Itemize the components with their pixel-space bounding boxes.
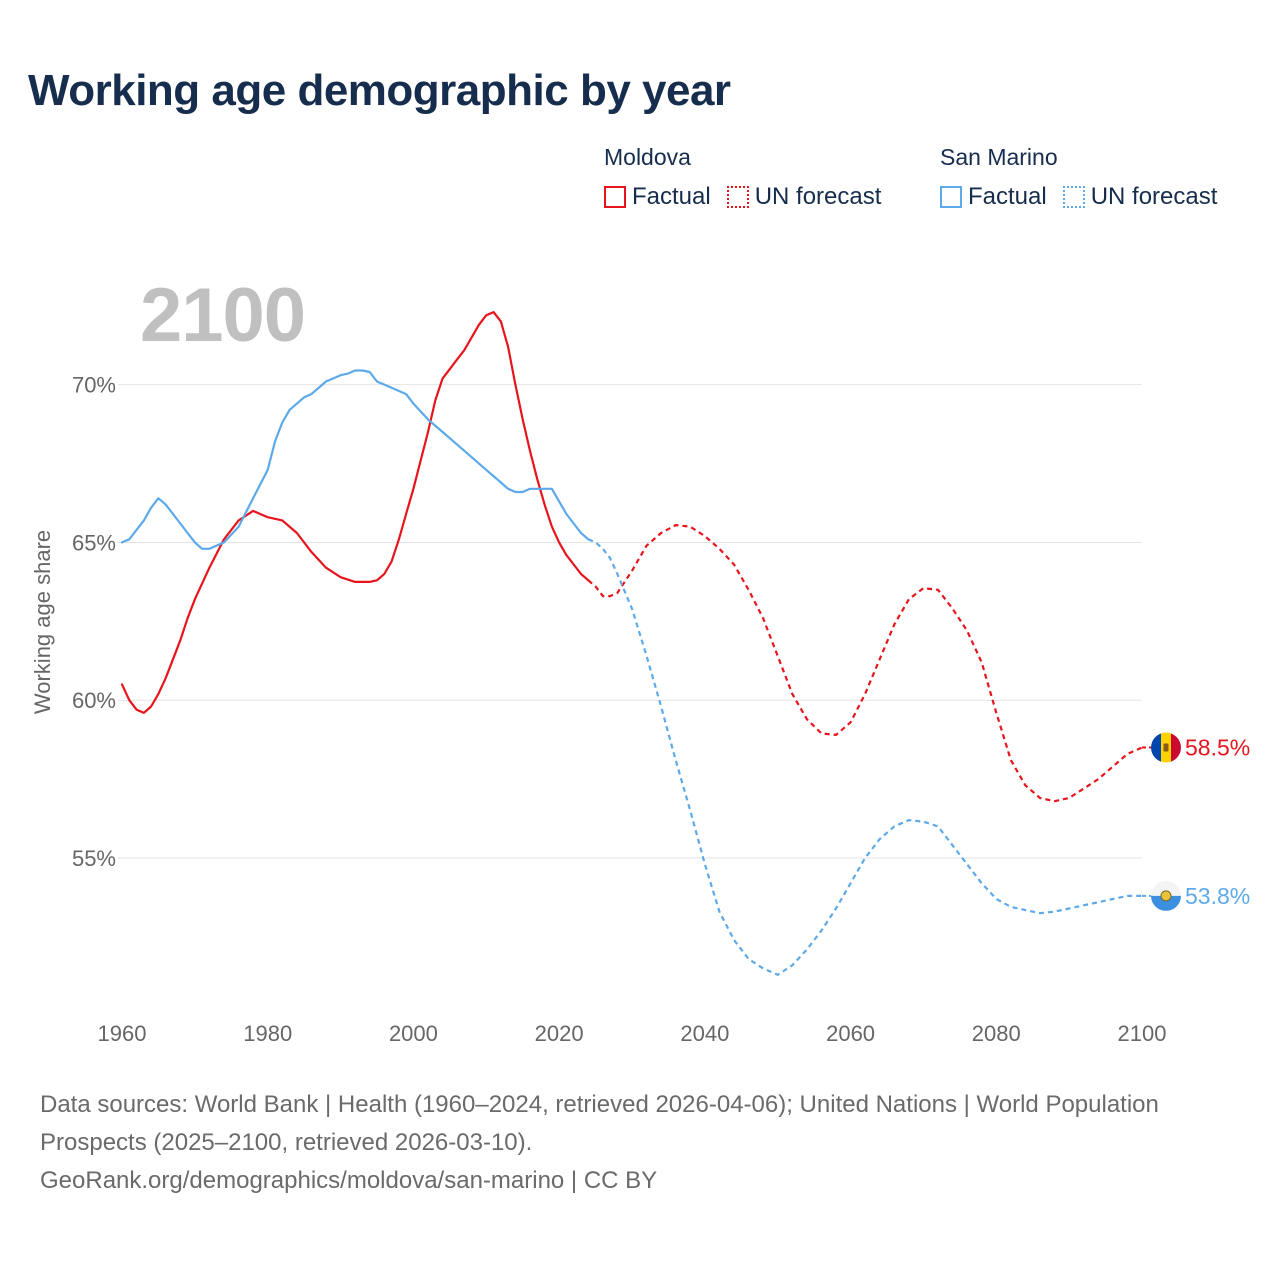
- legend-country-san-marino: San Marino: [940, 144, 1058, 170]
- x-tick-label: 1960: [98, 1021, 147, 1046]
- flag-stripe-white: [1151, 880, 1181, 896]
- legend-item-san-marino-factual[interactable]: Factual: [940, 183, 1047, 211]
- y-tick-label: 60%: [72, 688, 116, 713]
- series-line-moldova-factual: [120, 311, 590, 714]
- series-line-san-marino-factual: [120, 369, 590, 550]
- x-tick-label: 1980: [243, 1021, 292, 1046]
- san-marino-flag-icon: [1160, 890, 1172, 902]
- chart-title: Working age demographic by year: [28, 66, 731, 115]
- legend-label-moldova-factual: Factual: [632, 183, 711, 210]
- line-chart: 55% 60% 65% 70% 1960 1980 2000 2020 2040 2060 2080…: [30, 311, 1250, 1046]
- legend-label-moldova-forecast: UN forecast: [754, 183, 882, 210]
- y-tick-label: 70%: [72, 373, 116, 398]
- x-tick-label: 2040: [680, 1021, 729, 1046]
- flag-stripe-red: [1171, 732, 1181, 763]
- footer-attribution-link[interactable]: GeoRank.org/demographics/moldova/san-mar…: [40, 1167, 658, 1194]
- flag-stripe-blue: [1151, 895, 1181, 911]
- end-label-san-marino: 53.8%: [1185, 883, 1250, 909]
- end-label-moldova: 58.5%: [1185, 735, 1250, 761]
- moldova-flag-icon: [1163, 743, 1169, 752]
- x-tick-label: 2020: [535, 1021, 584, 1046]
- legend-label-san-marino-forecast: UN forecast: [1090, 183, 1218, 210]
- x-tick-label: 2000: [389, 1021, 438, 1046]
- footer-sources-text: Data sources: World Bank | Health (1960–…: [40, 1091, 1159, 1156]
- legend-item-moldova-factual[interactable]: Factual: [604, 183, 711, 211]
- legend-country-moldova: Moldova: [604, 144, 691, 170]
- y-tick-label: 55%: [72, 846, 116, 871]
- legend-swatch-san-marino-factual: [940, 186, 962, 208]
- series-line-moldova-forecast: [587, 524, 1143, 803]
- footer-sources: Data sources: World Bank | Health (1960–…: [40, 1086, 1220, 1200]
- legend-group-san-marino: San Marino Factual UN forecast: [940, 144, 1233, 211]
- flag-stripe-blue: [1151, 732, 1161, 763]
- current-year-label: 2100: [140, 273, 306, 358]
- y-tick-label: 65%: [72, 530, 116, 555]
- legend-swatch-moldova-forecast: [726, 186, 749, 208]
- x-tick-label: 2100: [1118, 1021, 1167, 1046]
- series-line-san-marino-forecast: [587, 538, 1142, 976]
- y-axis-label: Working age share: [30, 530, 55, 714]
- legend-item-moldova-forecast[interactable]: UN forecast: [726, 183, 882, 211]
- legend-swatch-moldova-factual: [604, 186, 626, 208]
- legend-group-moldova: Moldova Factual UN forecast: [604, 144, 897, 211]
- legend-label-san-marino-factual: Factual: [968, 183, 1047, 210]
- x-tick-label: 2080: [972, 1021, 1021, 1046]
- legend-swatch-san-marino-forecast: [1062, 186, 1085, 208]
- legend-item-san-marino-forecast[interactable]: UN forecast: [1062, 183, 1218, 211]
- x-tick-label: 2060: [826, 1021, 875, 1046]
